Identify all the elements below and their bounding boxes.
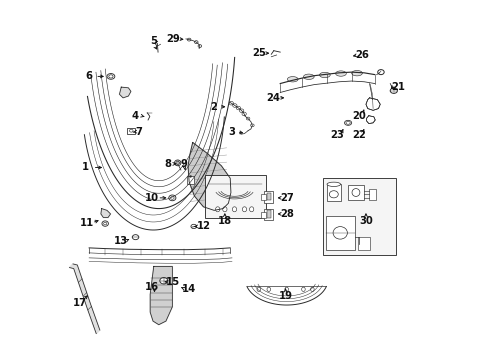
Text: 29: 29 [166, 34, 180, 44]
Ellipse shape [285, 287, 288, 292]
Polygon shape [101, 208, 110, 217]
Text: 6: 6 [85, 71, 92, 81]
Bar [368, 189, 375, 200]
Text: 7: 7 [135, 127, 142, 137]
Text: 19: 19 [278, 291, 292, 301]
Bar [127, 128, 135, 134]
Bar [205, 175, 265, 217]
Text: 28: 28 [280, 209, 294, 219]
Ellipse shape [250, 124, 254, 127]
Ellipse shape [246, 117, 249, 120]
Ellipse shape [168, 195, 176, 201]
Polygon shape [365, 98, 380, 111]
Bar [347, 185, 364, 200]
Text: 16: 16 [144, 282, 159, 292]
Ellipse shape [108, 75, 113, 78]
Ellipse shape [194, 41, 198, 44]
Ellipse shape [229, 102, 233, 105]
Ellipse shape [266, 287, 270, 292]
Ellipse shape [242, 112, 246, 116]
Text: 23: 23 [330, 130, 344, 140]
Bar [325, 216, 354, 249]
Bar [261, 194, 265, 200]
Text: 15: 15 [165, 277, 180, 287]
Ellipse shape [222, 207, 226, 212]
Text: 22: 22 [351, 130, 365, 140]
Polygon shape [188, 143, 230, 210]
Bar [323, 178, 395, 255]
Text: 24: 24 [265, 93, 280, 103]
Bar [264, 209, 272, 220]
Ellipse shape [242, 207, 246, 212]
Bar [261, 212, 265, 217]
Text: 20: 20 [351, 111, 365, 121]
Polygon shape [366, 116, 374, 123]
Text: 8: 8 [164, 159, 171, 169]
Ellipse shape [176, 161, 179, 165]
Ellipse shape [102, 221, 108, 226]
Ellipse shape [326, 182, 340, 186]
Text: 4: 4 [132, 111, 139, 121]
Ellipse shape [287, 77, 298, 82]
Ellipse shape [198, 45, 201, 48]
Ellipse shape [351, 189, 359, 197]
Ellipse shape [344, 120, 351, 125]
Text: 1: 1 [82, 162, 89, 172]
Polygon shape [119, 87, 131, 98]
Ellipse shape [215, 207, 220, 212]
Ellipse shape [190, 224, 196, 229]
Ellipse shape [174, 160, 181, 166]
Text: 17: 17 [73, 298, 87, 308]
Ellipse shape [332, 226, 346, 239]
Ellipse shape [257, 287, 260, 292]
Text: 27: 27 [280, 193, 294, 203]
Text: 25: 25 [251, 48, 265, 58]
Bar [187, 176, 193, 184]
Ellipse shape [189, 176, 191, 177]
Text: 10: 10 [144, 193, 158, 203]
Ellipse shape [389, 88, 397, 93]
Text: 18: 18 [217, 216, 231, 226]
Polygon shape [69, 264, 100, 334]
Ellipse shape [107, 73, 115, 79]
Ellipse shape [170, 197, 174, 199]
Text: 2: 2 [210, 102, 217, 112]
Ellipse shape [319, 72, 329, 78]
Ellipse shape [328, 191, 338, 198]
Text: 5: 5 [150, 36, 157, 46]
Ellipse shape [301, 287, 305, 292]
Ellipse shape [239, 109, 244, 112]
Ellipse shape [335, 71, 346, 76]
Ellipse shape [310, 287, 313, 292]
Text: 14: 14 [182, 284, 196, 294]
Bar [264, 191, 272, 203]
Bar [266, 193, 270, 200]
Text: 11: 11 [80, 218, 94, 228]
Ellipse shape [236, 106, 240, 110]
Ellipse shape [377, 69, 384, 75]
Text: 12: 12 [196, 221, 210, 231]
Text: 21: 21 [390, 82, 404, 92]
Bar [266, 210, 270, 217]
Ellipse shape [351, 71, 362, 76]
Text: 26: 26 [355, 50, 368, 60]
Ellipse shape [345, 121, 349, 124]
Text: 9: 9 [180, 159, 187, 169]
Ellipse shape [187, 38, 190, 41]
Text: 3: 3 [228, 127, 235, 137]
Polygon shape [150, 266, 172, 325]
Ellipse shape [132, 235, 139, 240]
Ellipse shape [103, 222, 106, 225]
Bar [326, 184, 340, 202]
Text: 30: 30 [358, 216, 372, 226]
Ellipse shape [232, 104, 237, 107]
Ellipse shape [249, 207, 253, 212]
Bar [357, 237, 369, 249]
Ellipse shape [232, 207, 236, 212]
Ellipse shape [303, 74, 313, 80]
Ellipse shape [160, 278, 167, 284]
Ellipse shape [129, 129, 133, 132]
Text: 13: 13 [114, 236, 128, 246]
